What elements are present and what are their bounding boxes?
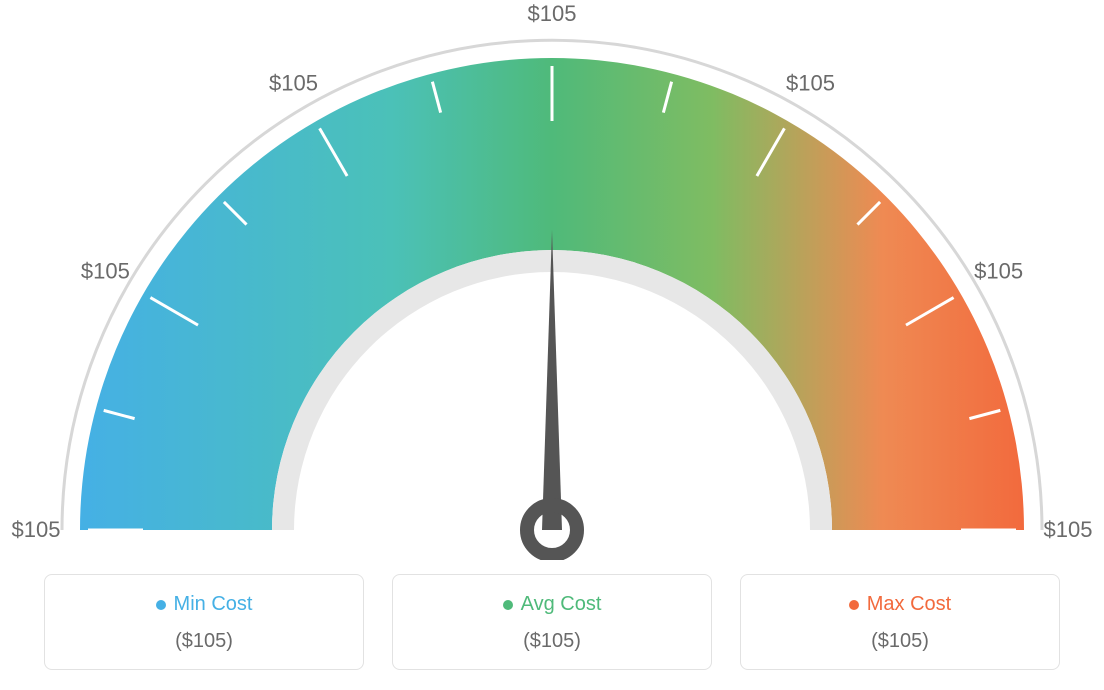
svg-text:$105: $105 <box>269 70 318 95</box>
svg-text:$105: $105 <box>1044 517 1093 542</box>
legend-title-min: Min Cost <box>156 593 253 616</box>
svg-text:$105: $105 <box>81 259 130 284</box>
legend-dot-avg <box>503 600 513 610</box>
legend-card-avg: Avg Cost ($105) <box>392 574 712 670</box>
legend-label-max: Max Cost <box>867 593 951 616</box>
svg-text:$105: $105 <box>974 259 1023 284</box>
svg-text:$105: $105 <box>786 70 835 95</box>
legend-title-max: Max Cost <box>849 593 951 616</box>
gauge-chart: $105 $105 $105 $105 $105 $105 $105 <box>0 0 1104 560</box>
legend-card-max: Max Cost ($105) <box>740 574 1060 670</box>
svg-text:$105: $105 <box>12 517 61 542</box>
legend-value-max: ($105) <box>751 630 1049 653</box>
legend-value-min: ($105) <box>55 630 353 653</box>
legend-label-avg: Avg Cost <box>521 593 602 616</box>
legend-label-min: Min Cost <box>174 593 253 616</box>
legend-value-avg: ($105) <box>403 630 701 653</box>
legend-card-min: Min Cost ($105) <box>44 574 364 670</box>
gauge-container: $105 $105 $105 $105 $105 $105 $105 <box>0 0 1104 560</box>
legend-title-avg: Avg Cost <box>503 593 602 616</box>
legend-dot-max <box>849 600 859 610</box>
legend-row: Min Cost ($105) Avg Cost ($105) Max Cost… <box>40 574 1064 670</box>
svg-text:$105: $105 <box>528 1 577 26</box>
legend-dot-min <box>156 600 166 610</box>
